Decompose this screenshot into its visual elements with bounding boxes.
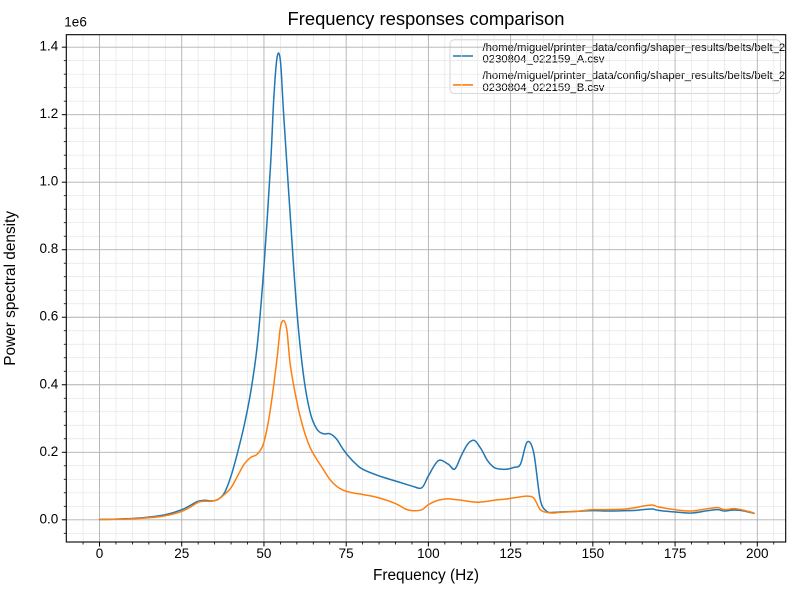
svg-text:50: 50 bbox=[256, 546, 271, 561]
svg-text:125: 125 bbox=[499, 546, 522, 561]
svg-text:/home/miguel/printer_data/conf: /home/miguel/printer_data/config/shaper_… bbox=[483, 42, 786, 54]
svg-text:0.2: 0.2 bbox=[40, 444, 59, 459]
svg-text:1.0: 1.0 bbox=[40, 174, 59, 189]
svg-text:150: 150 bbox=[582, 546, 605, 561]
svg-text:Power spectral density: Power spectral density bbox=[2, 211, 19, 366]
svg-text:Frequency responses comparison: Frequency responses comparison bbox=[287, 8, 564, 29]
svg-text:25: 25 bbox=[174, 546, 189, 561]
svg-text:0: 0 bbox=[96, 546, 104, 561]
svg-text:Frequency (Hz): Frequency (Hz) bbox=[373, 567, 479, 584]
svg-text:1.2: 1.2 bbox=[40, 106, 59, 121]
svg-text:0.6: 0.6 bbox=[40, 309, 59, 324]
svg-text:/home/miguel/printer_data/conf: /home/miguel/printer_data/config/shaper_… bbox=[483, 70, 786, 82]
svg-text:0.4: 0.4 bbox=[40, 376, 59, 391]
svg-text:1.4: 1.4 bbox=[40, 39, 59, 54]
svg-text:75: 75 bbox=[339, 546, 354, 561]
svg-text:200: 200 bbox=[746, 546, 769, 561]
svg-text:0.8: 0.8 bbox=[40, 241, 59, 256]
svg-text:100: 100 bbox=[417, 546, 440, 561]
svg-text:0.0: 0.0 bbox=[40, 511, 59, 526]
svg-text:175: 175 bbox=[664, 546, 687, 561]
svg-text:1e6: 1e6 bbox=[64, 15, 87, 30]
